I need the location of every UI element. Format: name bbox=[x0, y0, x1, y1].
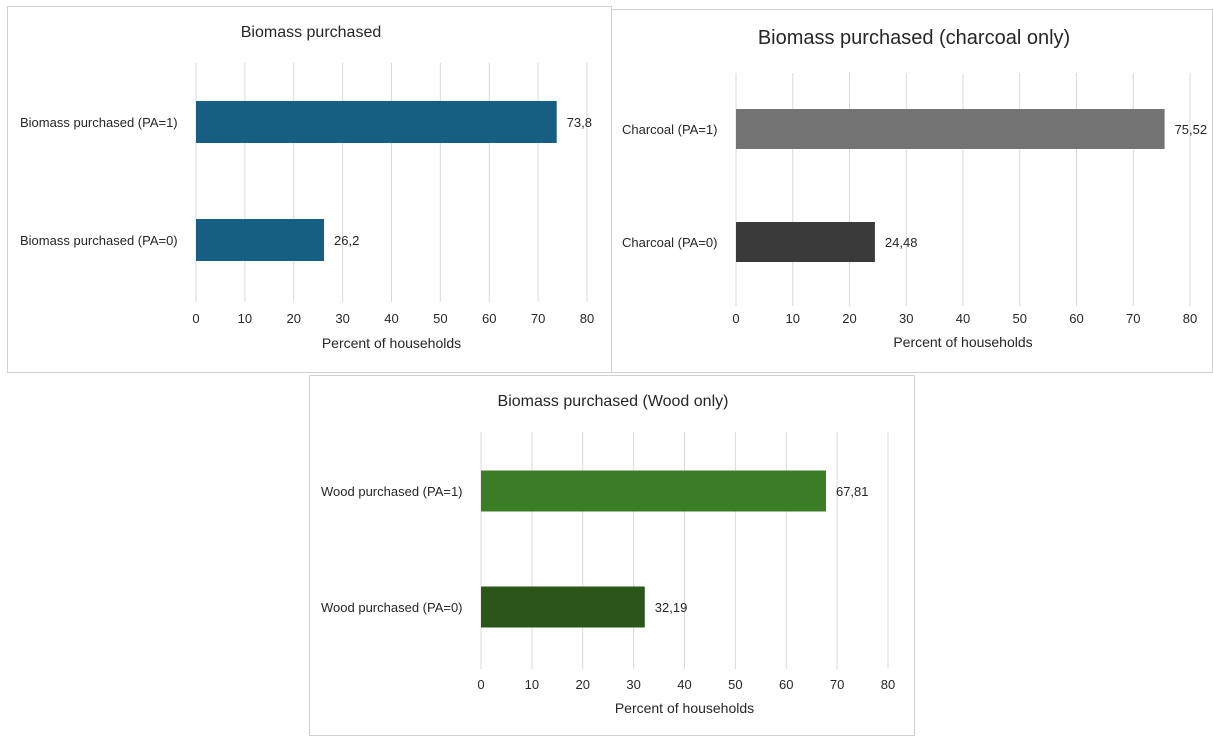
chart-title: Biomass purchased (Wood only) bbox=[498, 393, 729, 410]
bar-chart-biomass: Biomass purchased 0 10 20 30 40 50 60 70 80 Biomas… bbox=[20, 24, 594, 351]
chart-panel-charcoal: Biomass purchased (charcoal only) 0 10 20 30… bbox=[611, 9, 1213, 373]
chart-title: Biomass purchased bbox=[241, 24, 382, 41]
data-label: 32,19 bbox=[655, 600, 688, 615]
category-label: Wood purchased (PA=0) bbox=[321, 600, 463, 615]
chart-panel-wood: Biomass purchased (Wood only) 0 10 20 30 40 50… bbox=[309, 375, 915, 736]
x-tick-label: 30 bbox=[899, 311, 913, 326]
data-label: 67,81 bbox=[836, 484, 869, 499]
bar-biomass-1 bbox=[196, 219, 325, 261]
x-tick-label: 0 bbox=[192, 311, 199, 326]
x-tick-label: 50 bbox=[1013, 311, 1027, 326]
x-tick-label: 70 bbox=[830, 677, 844, 692]
x-tick-label: 20 bbox=[842, 311, 856, 326]
x-tick-label: 40 bbox=[384, 311, 398, 326]
x-tick-label: 10 bbox=[238, 311, 252, 326]
x-tick-label: 80 bbox=[580, 311, 594, 326]
x-axis-title: Percent of households bbox=[322, 335, 461, 351]
data-label: 73,8 bbox=[567, 115, 592, 130]
x-tick-label: 20 bbox=[287, 311, 301, 326]
x-tick-label: 70 bbox=[1126, 311, 1140, 326]
x-axis-title: Percent of households bbox=[893, 334, 1032, 350]
category-label: Charcoal (PA=1) bbox=[622, 122, 718, 137]
x-tick-label: 50 bbox=[433, 311, 447, 326]
x-tick-label: 20 bbox=[576, 677, 590, 692]
x-axis-title: Percent of households bbox=[615, 700, 754, 716]
bar-charcoal-0 bbox=[736, 109, 1165, 149]
bar-wood-1 bbox=[481, 586, 645, 628]
bar-chart-wood: Biomass purchased (Wood only) 0 10 20 30 40 50… bbox=[321, 393, 895, 716]
category-label: Charcoal (PA=0) bbox=[622, 235, 718, 250]
bar-wood-0 bbox=[481, 470, 826, 512]
bar-chart-charcoal: Biomass purchased (charcoal only) 0 10 20 30… bbox=[622, 27, 1208, 350]
chart-panel-biomass: Biomass purchased 0 10 20 30 40 50 60 70 80 Biomas… bbox=[7, 6, 612, 373]
x-tick-label: 60 bbox=[1069, 311, 1083, 326]
x-tick-label: 30 bbox=[335, 311, 349, 326]
x-tick-label: 40 bbox=[956, 311, 970, 326]
category-label: Biomass purchased (PA=1) bbox=[20, 115, 178, 130]
x-tick-label: 60 bbox=[482, 311, 496, 326]
x-tick-label: 80 bbox=[881, 677, 895, 692]
category-label: Wood purchased (PA=1) bbox=[321, 484, 463, 499]
x-tick-label: 60 bbox=[779, 677, 793, 692]
bar-charcoal-1 bbox=[736, 222, 875, 262]
data-label: 26,2 bbox=[334, 233, 359, 248]
x-tick-label: 10 bbox=[786, 311, 800, 326]
x-tick-label: 50 bbox=[728, 677, 742, 692]
x-tick-label: 70 bbox=[531, 311, 545, 326]
x-tick-label: 0 bbox=[477, 677, 484, 692]
x-tick-label: 0 bbox=[732, 311, 739, 326]
category-label: Biomass purchased (PA=0) bbox=[20, 233, 178, 248]
x-tick-label: 40 bbox=[677, 677, 691, 692]
x-tick-label: 80 bbox=[1183, 311, 1197, 326]
bar-biomass-0 bbox=[196, 101, 557, 143]
x-tick-label: 10 bbox=[525, 677, 539, 692]
data-label: 24,48 bbox=[885, 235, 918, 250]
chart-title: Biomass purchased (charcoal only) bbox=[758, 27, 1070, 49]
x-tick-label: 30 bbox=[626, 677, 640, 692]
data-label: 75,52 bbox=[1175, 122, 1208, 137]
